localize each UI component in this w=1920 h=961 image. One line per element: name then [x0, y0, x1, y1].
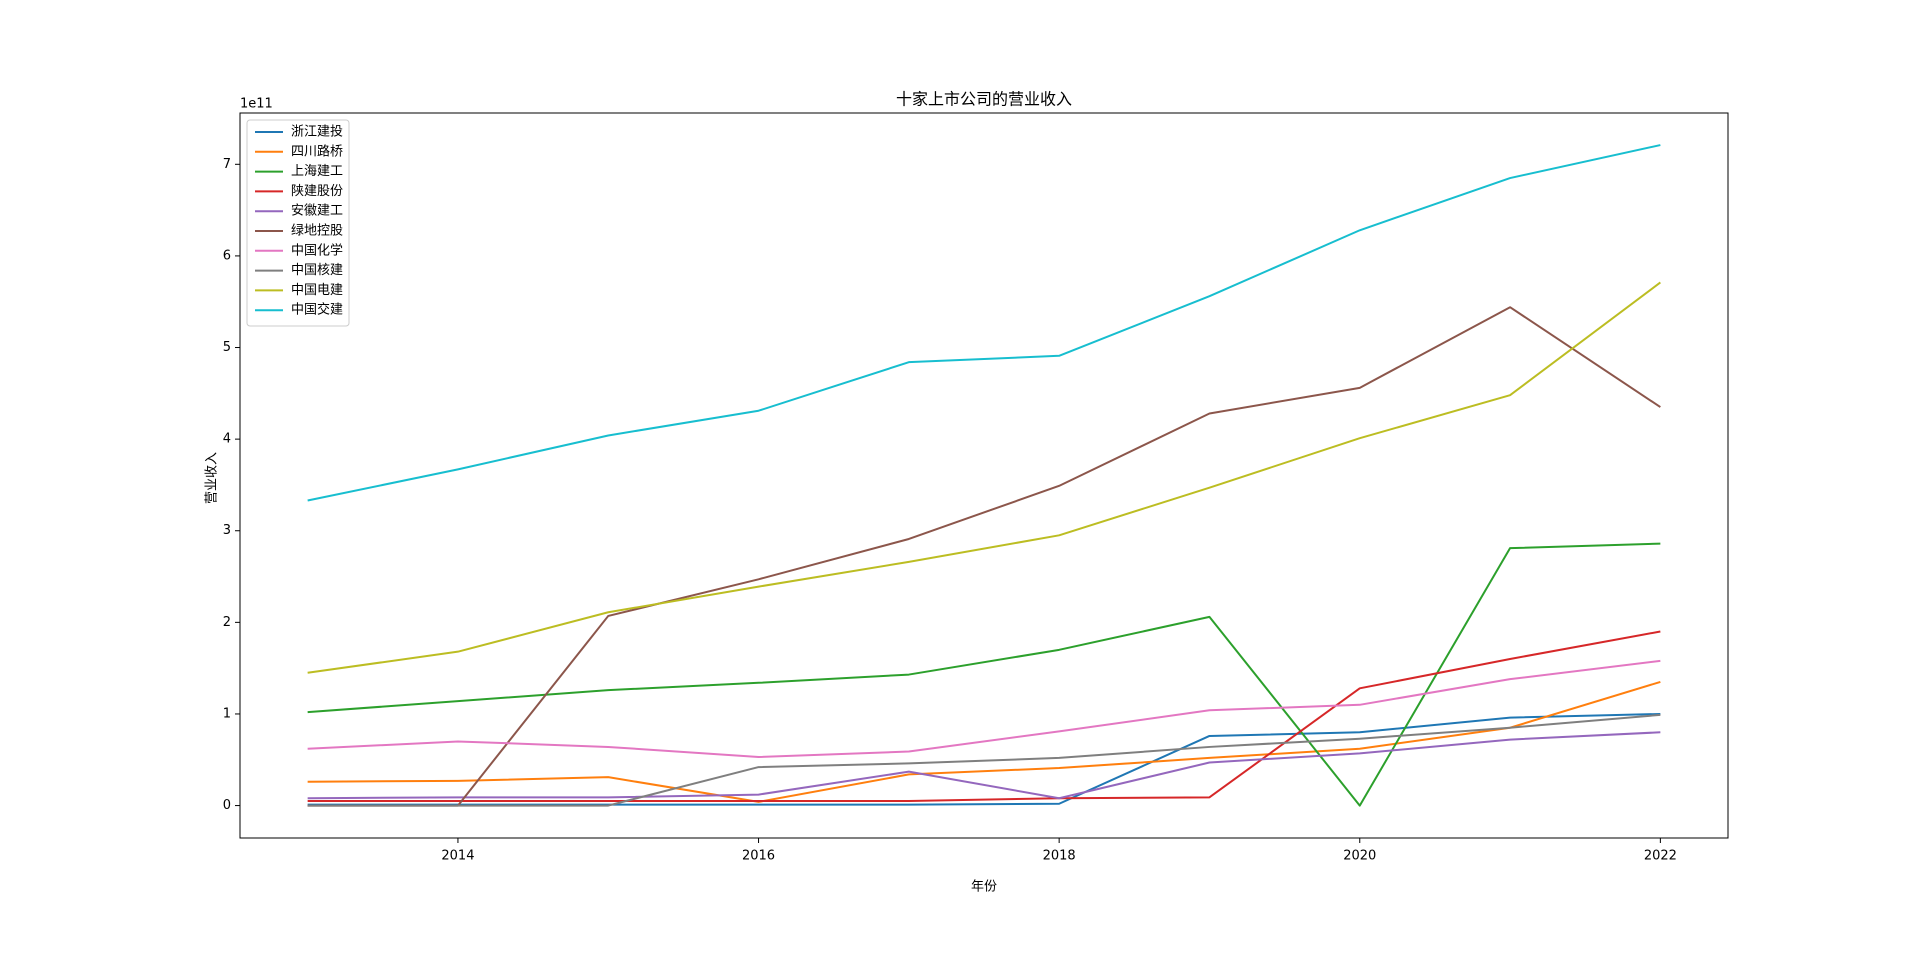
y-tick-label: 5 — [223, 340, 231, 355]
legend-label: 四川路桥 — [291, 143, 343, 159]
legend-label: 上海建工 — [291, 164, 343, 179]
series-line — [307, 630, 1661, 802]
series-line — [307, 542, 1661, 807]
series-line — [307, 144, 1661, 502]
x-tick-label: 2014 — [441, 849, 474, 864]
y-tick-label: 7 — [223, 157, 231, 172]
y-tick-label: 2 — [223, 615, 231, 630]
plot-frame — [239, 112, 1729, 839]
chart-title: 十家上市公司的营业收入 — [896, 90, 1072, 109]
series-line — [307, 659, 1661, 759]
x-tick-label: 2022 — [1644, 849, 1677, 864]
y-tick-label: 1 — [223, 706, 231, 721]
legend-label: 中国电建 — [291, 283, 343, 298]
legend-label: 浙江建投 — [291, 124, 343, 140]
y-tick-label: 6 — [223, 248, 231, 263]
y-axis-label: 营业收入 — [205, 452, 220, 504]
legend-label: 中国交建 — [291, 302, 343, 318]
x-axis-label: 年份 — [971, 880, 997, 895]
series-line — [307, 713, 1661, 807]
legend-label: 中国核建 — [291, 263, 343, 278]
y-tick-label: 0 — [223, 798, 231, 813]
legend-label: 陕建股份 — [291, 184, 343, 199]
x-tick-label: 2018 — [1043, 849, 1076, 864]
series-line — [307, 306, 1661, 807]
series-line — [307, 281, 1661, 674]
y-tick-label: 3 — [223, 523, 231, 538]
y-offset-label: 1e11 — [240, 97, 273, 112]
x-tick-label: 2016 — [742, 849, 775, 864]
legend-label: 安徽建工 — [291, 204, 343, 219]
legend-label: 中国化学 — [291, 242, 343, 258]
legend-label: 绿地控股 — [291, 224, 343, 239]
series-line — [307, 680, 1661, 803]
series-line — [307, 731, 1661, 800]
x-tick-label: 2020 — [1343, 849, 1376, 864]
y-tick-label: 4 — [223, 432, 231, 447]
